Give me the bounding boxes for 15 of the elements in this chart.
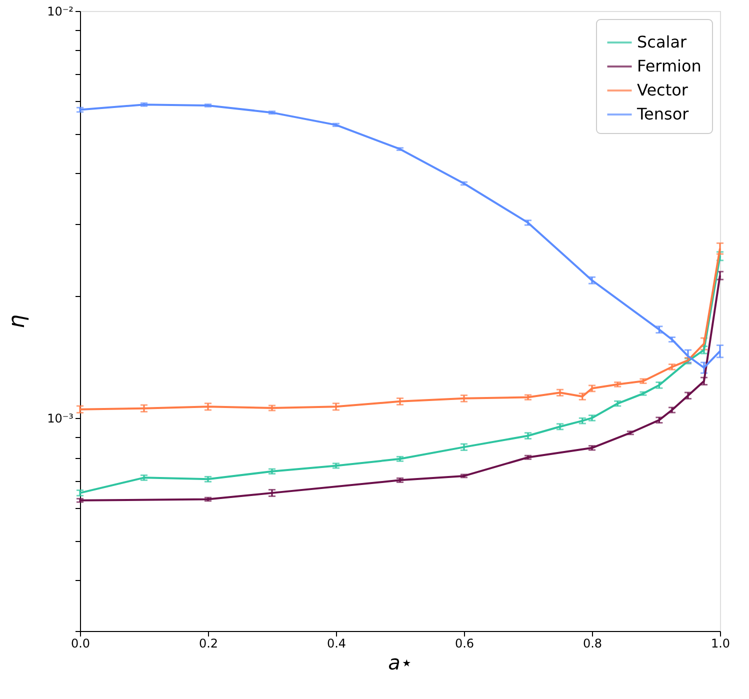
x-tick-label: 0.2 — [198, 636, 218, 650]
x-tick-label: 0.8 — [582, 636, 602, 650]
y-axis-title: η — [5, 314, 30, 328]
x-tick-label: 0.0 — [70, 636, 90, 650]
legend-label: Scalar — [637, 32, 688, 52]
legend-label: Fermion — [637, 56, 702, 76]
y-tick-label: 10⁻² — [47, 4, 74, 18]
x-tick-label: 0.4 — [326, 636, 346, 650]
legend-label: Tensor — [636, 104, 690, 124]
x-tick-label: 0.6 — [454, 636, 474, 650]
line-series — [79, 248, 721, 410]
x-tick-label: 1.0 — [710, 636, 730, 650]
y-tick-label: 10⁻³ — [47, 412, 74, 426]
legend-label: Vector — [637, 80, 688, 100]
x-axis-title: a⋆ — [388, 650, 413, 674]
